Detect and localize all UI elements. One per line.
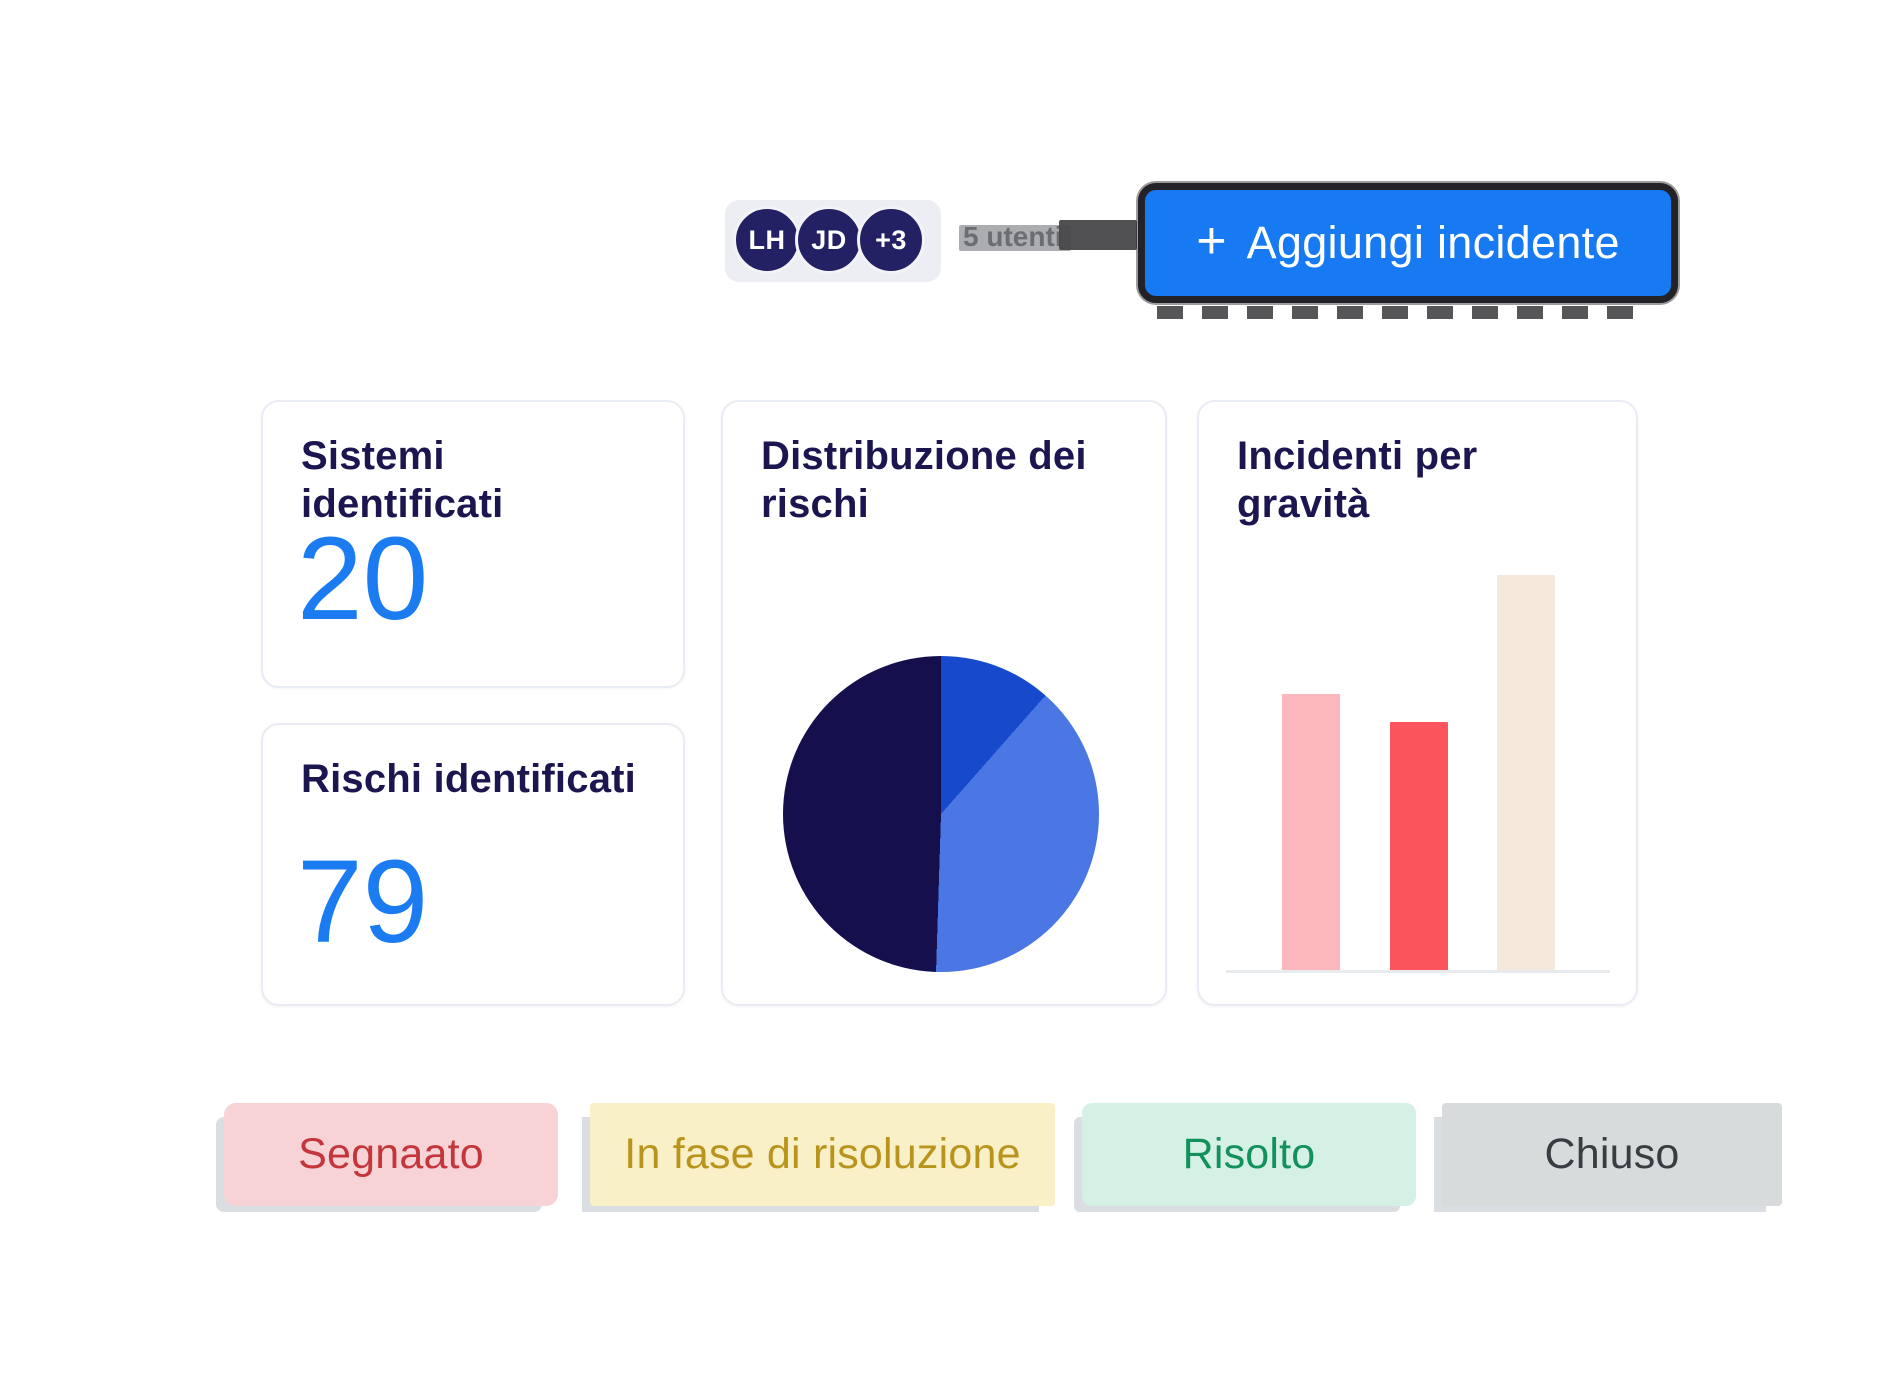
avatar-lh[interactable]: LH (733, 206, 801, 274)
kpi-systems-value: 20 (297, 513, 429, 645)
incidents-severity-title: Incidenti per gravità (1237, 434, 1478, 526)
status-badge-risolto[interactable]: Risolto (1082, 1103, 1416, 1206)
redaction-bar-light (959, 225, 1071, 251)
status-badge-segnaato[interactable]: Segnaato (224, 1103, 558, 1206)
avatar-overflow-count[interactable]: +3 (857, 206, 925, 274)
severity-bar-1 (1282, 693, 1340, 971)
avatar-jd[interactable]: JD (795, 206, 863, 274)
severity-bars (1282, 575, 1555, 971)
add-incident-button[interactable]: + Aggiungi incidente (1138, 183, 1678, 303)
risk-distribution-title: Distribuzione dei rischi (761, 434, 1087, 526)
kpi-risks-title: Rischi identificati (301, 757, 636, 801)
status-badge-in-fase-di-risoluzione[interactable]: In fase di risoluzione (590, 1103, 1055, 1206)
severity-bar-2 (1389, 721, 1448, 971)
avatar-group: LH JD +3 (733, 206, 925, 274)
plus-icon: + (1196, 212, 1227, 270)
risk-distribution-pie (783, 656, 1099, 972)
incidents-severity-card: Incidenti per gravità (1197, 400, 1638, 1006)
risk-distribution-card: Distribuzione dei rischi (721, 400, 1167, 1006)
redaction-bar-dark (1059, 220, 1137, 250)
status-badge-chiuso[interactable]: Chiuso (1442, 1103, 1782, 1206)
add-incident-button-label: Aggiungi incidente (1246, 217, 1620, 268)
kpi-risks-value: 79 (297, 836, 429, 968)
bar-chart-baseline (1226, 970, 1610, 973)
kpi-systems-title: Sistemi identificati (301, 434, 504, 526)
severity-bar-3 (1497, 575, 1555, 971)
button-sketch-underline (1157, 306, 1649, 319)
kpi-card-systems: Sistemi identificati 20 (261, 400, 685, 688)
users-count-redacted: 5 utenti (959, 220, 1137, 261)
kpi-card-risks: Rischi identificati 79 (261, 723, 685, 1006)
